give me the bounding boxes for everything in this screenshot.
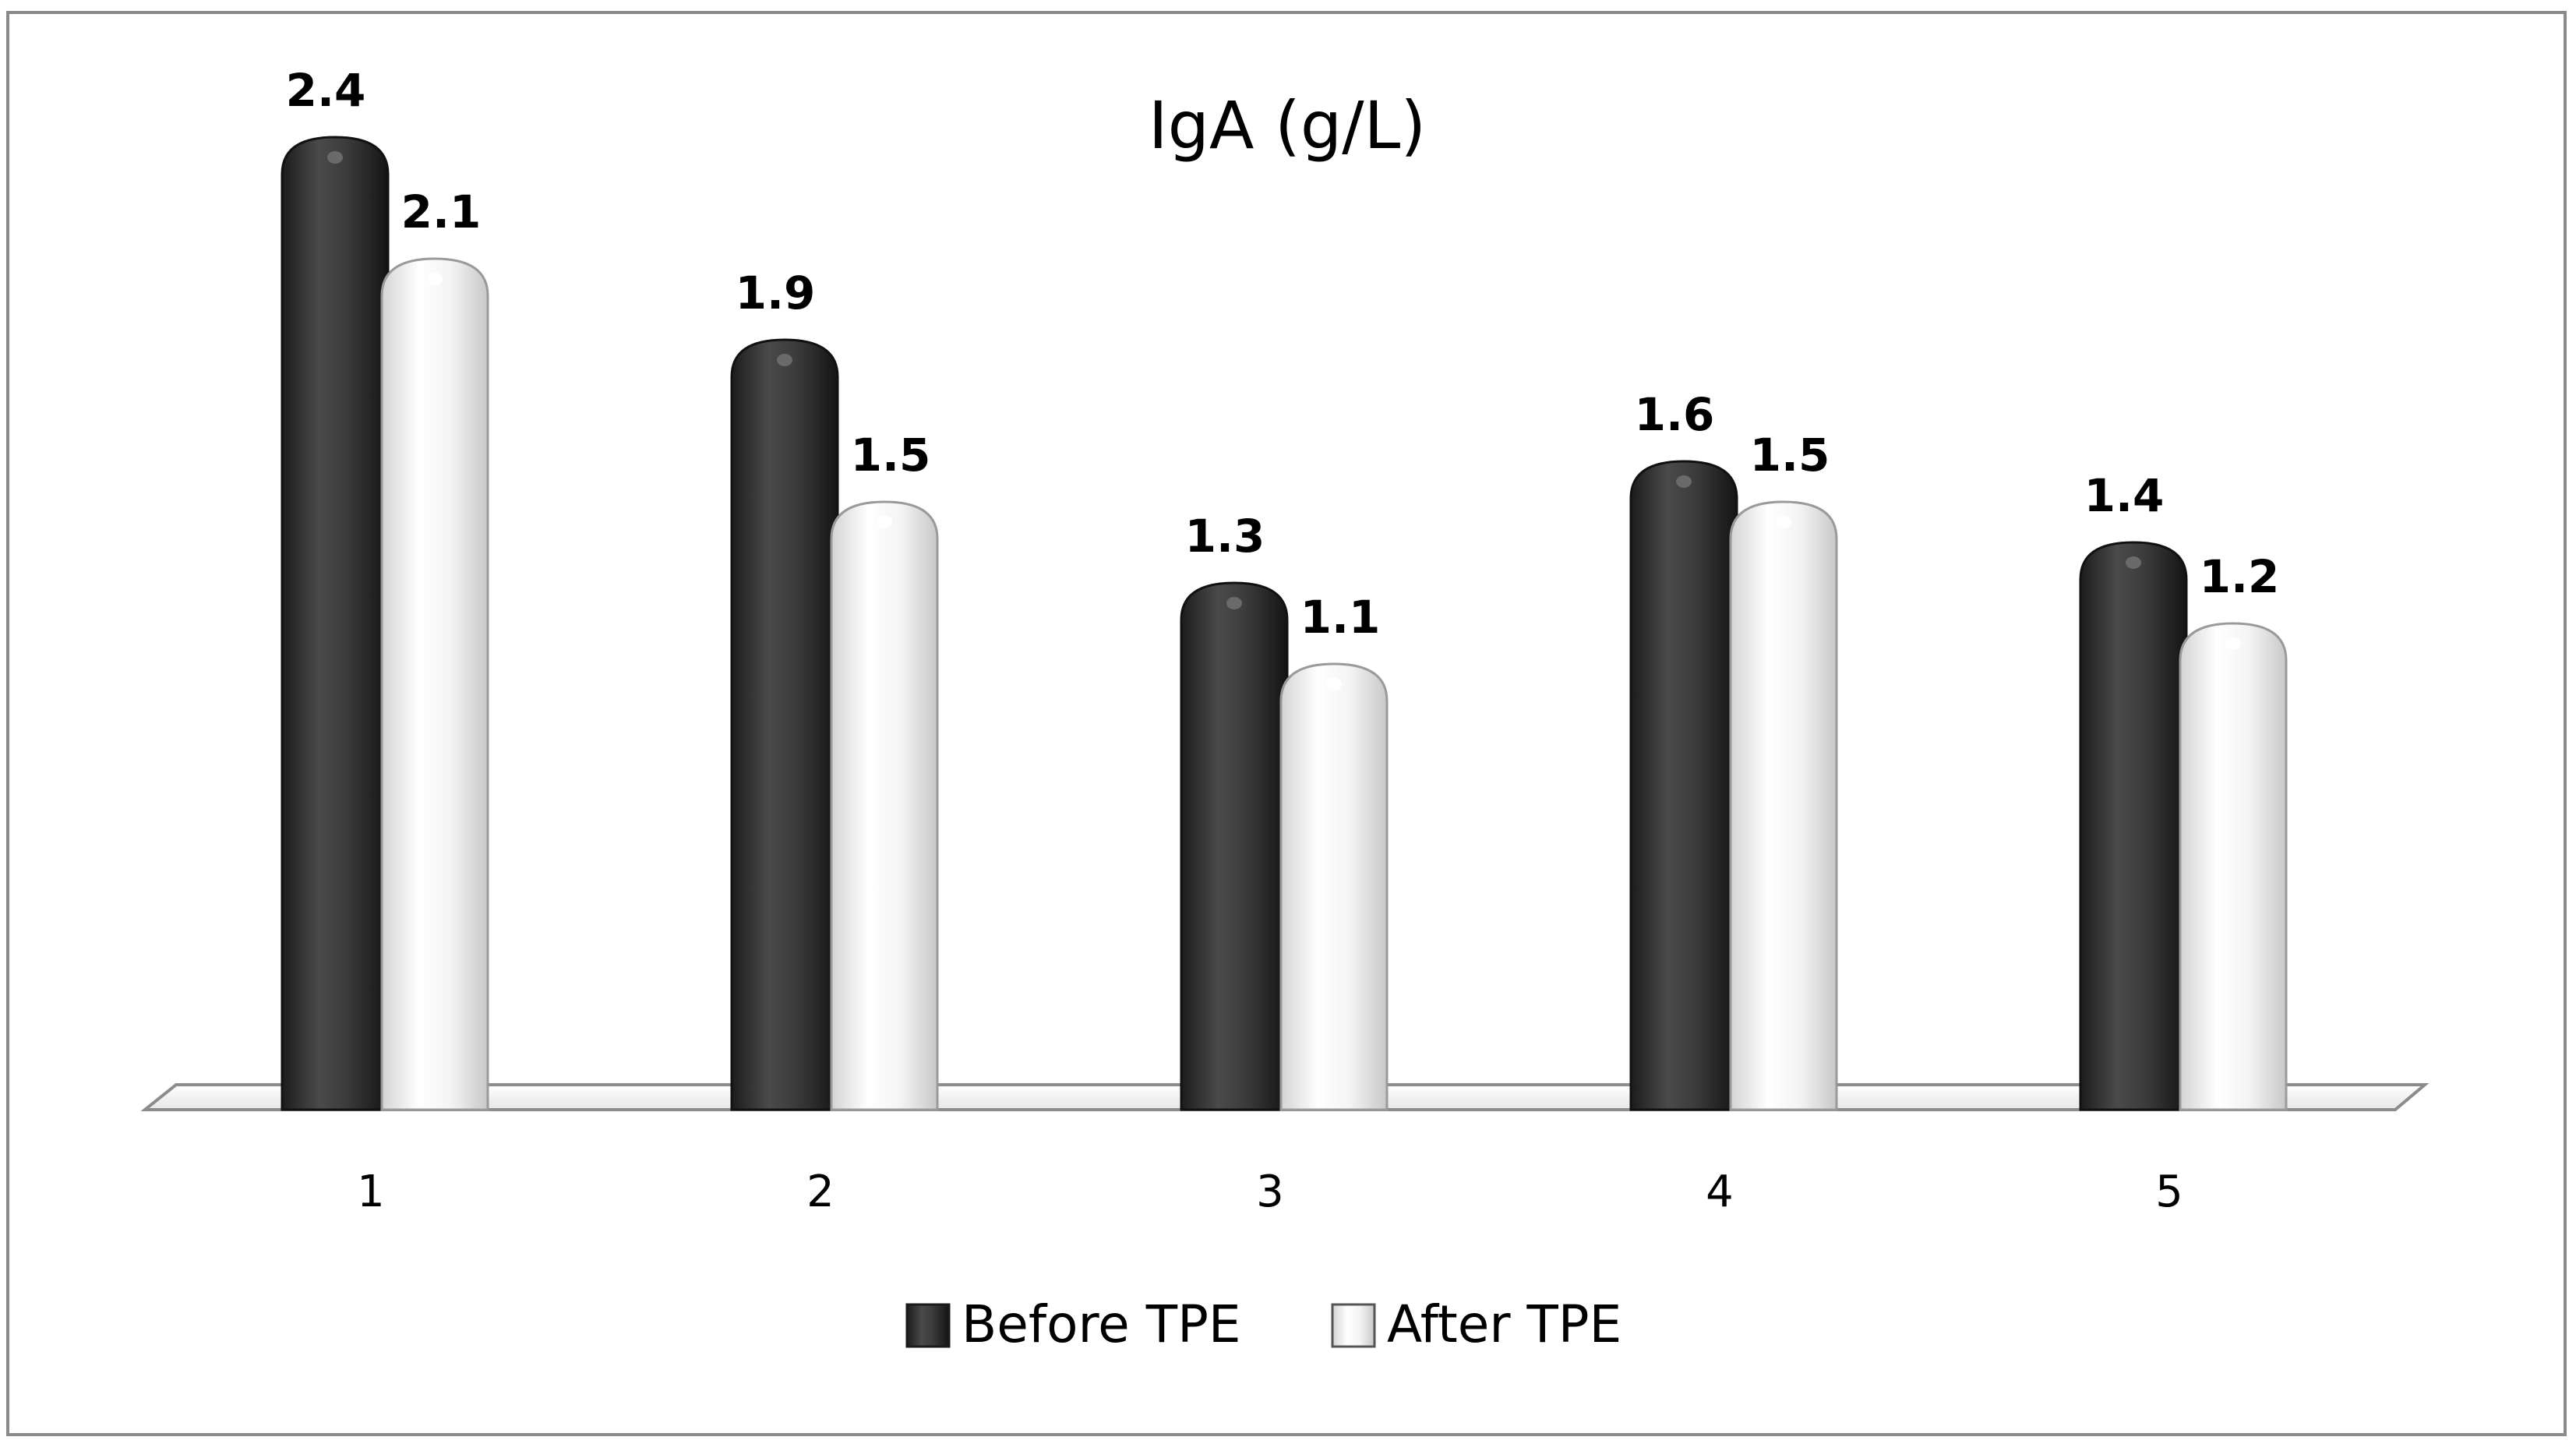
bar-after-tpe-1 [380,257,489,1111]
x-axis-ticks: 1 2 3 4 5 [357,1167,2183,1217]
bar-before-tpe-2 [730,338,839,1111]
legend-label-before-tpe: Before TPE [962,1294,1241,1354]
value-label-after-tpe-1: 2.1 [401,185,482,238]
x-tick-label-2: 2 [806,1167,835,1217]
x-tick-label-1: 1 [357,1167,385,1217]
bar-highlight-after-tpe-1 [427,273,443,285]
bar-before-tpe-4 [1629,460,1738,1111]
value-label-before-tpe-2: 1.9 [736,267,816,320]
bar-before-tpe-1 [281,136,390,1111]
value-label-before-tpe-3: 1.3 [1185,510,1265,563]
value-label-after-tpe-3: 1.1 [1300,591,1381,644]
legend: Before TPE After TPE [905,1294,1621,1354]
value-label-after-tpe-2: 1.5 [851,429,931,482]
chart-title: IgA (g/L) [1149,87,1426,164]
bar-before-tpe-3 [1180,581,1289,1111]
bar-highlight-after-tpe-3 [1326,678,1342,690]
value-label-before-tpe-4: 1.6 [1635,388,1715,441]
x-tick-label-4: 4 [1706,1167,1734,1217]
bar-highlight-before-tpe-5 [2126,556,2141,569]
bar-highlight-before-tpe-1 [327,151,343,164]
bar-highlight-after-tpe-2 [877,516,892,528]
value-label-before-tpe-5: 1.4 [2084,469,2165,522]
bar-highlight-after-tpe-5 [2225,637,2241,650]
value-label-after-tpe-5: 1.2 [2200,550,2280,603]
value-label-after-tpe-4: 1.5 [1750,429,1830,482]
x-tick-label-3: 3 [1256,1167,1284,1217]
value-label-before-tpe-1: 2.4 [286,64,366,117]
bar-highlight-before-tpe-3 [1226,597,1242,609]
bar-after-tpe-5 [2179,622,2288,1111]
x-tick-label-5: 5 [2155,1167,2183,1217]
bar-before-tpe-5 [2079,541,2188,1111]
bar-after-tpe-2 [830,500,939,1111]
bars-layer [281,136,2288,1111]
legend-label-after-tpe: After TPE [1387,1294,1621,1354]
legend-swatch-after-tpe [1331,1303,1376,1348]
bar-highlight-after-tpe-4 [1776,516,1791,528]
legend-swatch-before-tpe [905,1303,951,1348]
bar-highlight-before-tpe-4 [1676,475,1692,488]
bar-highlight-before-tpe-2 [777,354,792,366]
bar-after-tpe-4 [1729,500,1838,1111]
bar-after-tpe-3 [1279,662,1389,1111]
value-labels-layer: 2.4 2.1 1.9 1.5 1.3 1.1 1.6 1.5 1.4 1.2 [286,64,2280,644]
